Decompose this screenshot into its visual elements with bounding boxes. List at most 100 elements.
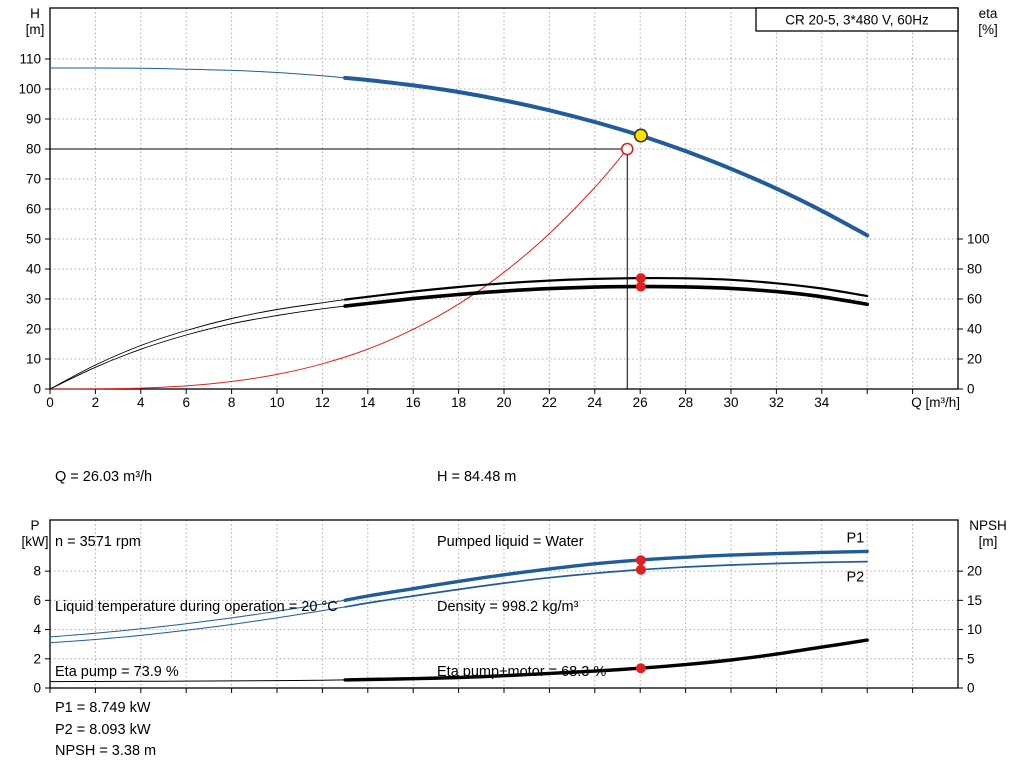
chart-title-box <box>755 7 959 32</box>
svg-text:0: 0 <box>33 681 41 696</box>
svg-text:24: 24 <box>587 395 603 410</box>
svg-text:10: 10 <box>26 352 41 367</box>
svg-text:22: 22 <box>542 395 557 410</box>
head-curve <box>343 75 870 238</box>
svg-text:6: 6 <box>182 395 190 410</box>
readout-column-right: H = 84.48 m Pumped liquid = Water Densit… <box>437 424 606 726</box>
power-npsh-chart: 0 2 4 6 8 0 5 10 15 20 P[kW] NPSH[m] P1 P2 <box>22 518 1007 696</box>
duty-point-marker[interactable] <box>633 128 648 143</box>
p1-curve-thin <box>49 599 346 638</box>
readout-flow: Q = 26.03 m³/h <box>55 469 153 486</box>
svg-text:5: 5 <box>967 651 975 666</box>
svg-text:12: 12 <box>315 395 330 410</box>
axis-titles: P[kW] NPSH[m] <box>22 518 1007 549</box>
svg-text:60: 60 <box>967 292 982 307</box>
svg-text:16: 16 <box>406 395 421 410</box>
svg-text:32: 32 <box>769 395 784 410</box>
p1-curve <box>343 549 869 602</box>
svg-text:10: 10 <box>269 395 284 410</box>
readout-head: H = 84.48 m <box>437 469 517 486</box>
p1-curve-label: P1 <box>846 530 864 546</box>
svg-text:26: 26 <box>633 395 648 410</box>
svg-text:6: 6 <box>33 593 41 608</box>
operating-point-dot <box>635 663 646 674</box>
svg-text:28: 28 <box>678 395 693 410</box>
svg-text:40: 40 <box>967 322 982 337</box>
eta-pump-curve <box>344 276 869 301</box>
svg-text:110: 110 <box>19 52 41 67</box>
axis-ticks <box>45 58 963 394</box>
svg-text:[m]: [m] <box>979 534 998 549</box>
x-axis-title: Q [m³/h] <box>911 395 960 410</box>
eta-pump-motor-curve <box>343 284 869 308</box>
readout-p1: P1 = 8.749 kW <box>55 700 151 716</box>
svg-text:8: 8 <box>228 395 236 410</box>
svg-text:14: 14 <box>360 395 376 410</box>
svg-text:0: 0 <box>46 395 54 410</box>
svg-text:30: 30 <box>26 292 41 307</box>
system-curve <box>49 148 628 390</box>
svg-text:NPSH: NPSH <box>969 518 1007 533</box>
svg-text:20: 20 <box>26 322 41 337</box>
svg-text:70: 70 <box>26 172 41 187</box>
axis-titles: H[m] eta[%] <box>26 6 998 37</box>
svg-text:[kW]: [kW] <box>22 534 49 549</box>
npsh-curve <box>343 638 869 682</box>
readout-pumped-liquid: Pumped liquid = Water <box>437 533 584 550</box>
svg-text:0: 0 <box>967 681 975 696</box>
eta-pump-motor-curve-thin <box>49 305 346 390</box>
svg-text:40: 40 <box>26 262 41 277</box>
duty-readout-top: Q = 26.03 m³/h n = 3571 rpm Liquid tempe… <box>0 424 1024 679</box>
chart-title: CR 20-5, 3*480 V, 60Hz <box>785 13 929 28</box>
readout-speed: n = 3571 rpm <box>55 533 141 550</box>
readout-eta-pump: Eta pump = 73.9 % <box>55 663 179 680</box>
svg-text:4: 4 <box>137 395 145 410</box>
axis-tick-labels: 0 2 4 6 8 0 5 10 15 20 <box>33 564 982 696</box>
power-readout: P1 = 8.749 kW P2 = 8.093 kW NPSH = 3.38 … <box>55 698 156 763</box>
duty-guide-lines <box>50 148 628 389</box>
svg-text:H: H <box>30 6 40 21</box>
operating-point-dot <box>635 564 646 575</box>
readout-eta-pump-motor: Eta pump+motor = 68.3 % <box>437 663 607 680</box>
svg-text:[m]: [m] <box>26 22 45 37</box>
readout-density: Density = 998.2 kg/m³ <box>437 598 579 615</box>
p2-curve-thin <box>49 606 346 644</box>
operating-point-dot <box>635 281 646 292</box>
plot-border <box>49 7 959 390</box>
readout-npsh: NPSH = 3.38 m <box>55 743 157 760</box>
svg-text:8: 8 <box>33 564 41 579</box>
svg-text:30: 30 <box>723 395 738 410</box>
svg-text:eta: eta <box>979 6 998 21</box>
svg-text:80: 80 <box>967 262 982 277</box>
readout-column-left: Q = 26.03 m³/h n = 3571 rpm Liquid tempe… <box>55 424 338 726</box>
svg-text:15: 15 <box>967 593 982 608</box>
svg-text:0: 0 <box>33 382 41 397</box>
svg-text:P: P <box>30 518 39 533</box>
operating-point-dot <box>635 273 646 284</box>
svg-text:2: 2 <box>92 395 100 410</box>
operating-point-dot <box>635 555 646 566</box>
svg-text:0: 0 <box>967 382 975 397</box>
head-curve-thin <box>49 67 346 79</box>
svg-text:50: 50 <box>26 232 41 247</box>
svg-text:100: 100 <box>18 82 41 97</box>
svg-text:4: 4 <box>33 622 41 637</box>
svg-text:20: 20 <box>967 564 982 579</box>
p2-curve-label: P2 <box>846 570 864 586</box>
p2-curve <box>344 560 869 608</box>
readout-p2: P2 = 8.093 kW <box>55 721 151 738</box>
svg-text:100: 100 <box>967 232 990 247</box>
eta-pump-curve-thin <box>49 299 346 390</box>
requested-duty-marker[interactable] <box>620 142 634 156</box>
svg-text:18: 18 <box>451 395 466 410</box>
svg-text:10: 10 <box>967 622 982 637</box>
svg-text:2: 2 <box>33 651 41 666</box>
svg-text:80: 80 <box>26 142 41 157</box>
svg-text:[%]: [%] <box>978 22 998 37</box>
svg-text:90: 90 <box>26 112 41 127</box>
readout-liquid-temperature: Liquid temperature during operation = 20… <box>55 598 338 615</box>
